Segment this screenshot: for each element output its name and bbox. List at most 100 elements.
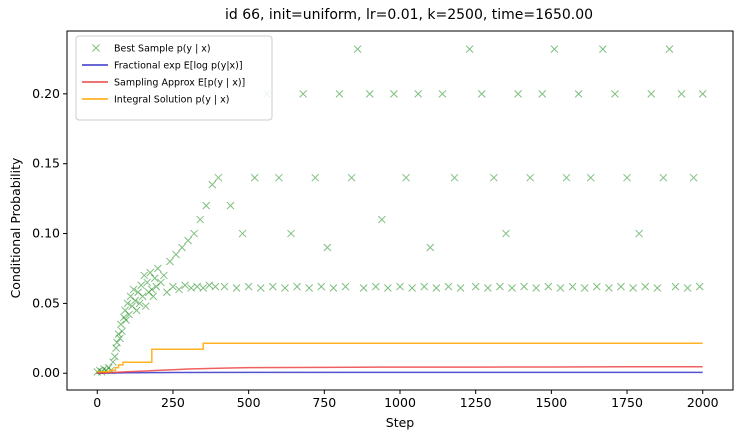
- scatter-point: [659, 173, 668, 182]
- x-axis: 0 250 500 750 1000 1250 1500 1750 2000: [93, 390, 719, 410]
- scatter-point: [496, 282, 504, 291]
- scatter-point: [653, 284, 662, 292]
- scatter-point: [514, 90, 522, 98]
- scatter-point: [384, 284, 392, 292]
- scatter-point: [483, 284, 492, 292]
- scatter-point: [698, 90, 707, 98]
- scatter-point: [232, 284, 241, 292]
- scatter-point: [580, 284, 589, 292]
- x-tick-label: 1000: [384, 395, 416, 410]
- x-tick-label: 1750: [611, 395, 643, 410]
- scatter-point: [465, 45, 474, 54]
- scatter-point: [414, 90, 423, 98]
- scatter-point: [169, 282, 177, 291]
- scatter-point: [122, 316, 130, 325]
- scatter-point: [402, 173, 410, 182]
- scatter-point: [117, 320, 125, 329]
- y-axis: 0.00 0.05 0.10 0.15 0.20: [32, 86, 67, 380]
- scatter-point: [520, 282, 528, 291]
- scatter-point: [623, 173, 631, 182]
- scatter-point: [611, 90, 619, 98]
- scatter-point: [359, 284, 368, 292]
- scatter-point: [123, 299, 132, 308]
- x-tick-label: 2000: [687, 395, 719, 410]
- scatter-point: [556, 284, 565, 292]
- scatter-point: [598, 45, 607, 54]
- legend-label: Sampling Approx E[p(y | x)]: [114, 78, 245, 89]
- scatter-point: [293, 282, 301, 291]
- scatter-point: [390, 90, 398, 98]
- scatter-point: [141, 302, 150, 311]
- scatter-point: [311, 173, 320, 182]
- scatter-point: [178, 243, 186, 252]
- chart-marks: [93, 45, 707, 376]
- x-tick-label: 1250: [460, 395, 492, 410]
- scatter-point: [544, 282, 553, 291]
- y-tick-label: 0.00: [32, 365, 60, 380]
- scatter-point: [471, 282, 480, 291]
- scatter-point: [438, 90, 447, 98]
- scatter-point: [592, 282, 601, 291]
- legend-label: Best Sample p(y | x): [114, 44, 211, 55]
- scatter-point: [175, 285, 183, 294]
- scatter-point: [211, 282, 220, 291]
- x-tick-label: 500: [237, 395, 261, 410]
- scatter-point: [502, 229, 510, 238]
- scatter-point: [184, 236, 192, 245]
- scatter-point: [508, 284, 516, 292]
- scatter-point: [299, 90, 307, 98]
- scatter-point: [150, 274, 159, 283]
- x-tick-label: 1500: [535, 395, 567, 410]
- scatter-point: [665, 45, 674, 54]
- scatter-point: [140, 271, 149, 280]
- y-tick-label: 0.10: [32, 226, 60, 241]
- scatter-point: [135, 299, 144, 308]
- scatter-point: [153, 264, 162, 273]
- scatter-point: [586, 173, 595, 182]
- y-tick-label: 0.05: [32, 295, 60, 310]
- scatter-point: [116, 334, 124, 343]
- scatter-point: [109, 358, 117, 366]
- scatter-point: [371, 282, 380, 291]
- scatter-point: [432, 284, 441, 292]
- scatter-point: [347, 173, 356, 182]
- scatter-point: [131, 296, 139, 305]
- scatter-point: [568, 282, 577, 291]
- scatter-point: [689, 173, 698, 182]
- scatter-point: [605, 284, 613, 292]
- scatter-point: [181, 281, 189, 290]
- scatter-point: [574, 90, 583, 98]
- series-line-2: [97, 365, 703, 374]
- scatter-point: [341, 282, 350, 291]
- scatter-point: [226, 201, 235, 210]
- scatter-point: [114, 330, 123, 338]
- scatter-point: [396, 282, 404, 291]
- scatter-point: [450, 173, 459, 182]
- scatter-point: [335, 90, 344, 98]
- scatter-point: [641, 282, 650, 291]
- x-axis-label: Step: [386, 415, 415, 430]
- y-tick-label: 0.20: [32, 86, 60, 101]
- scatter-point: [671, 282, 680, 291]
- scatter-point: [147, 285, 156, 294]
- legend: Best Sample p(y | x) Fractional exp E[log…: [75, 35, 273, 121]
- scatter-point: [156, 278, 165, 287]
- scatter-point: [113, 338, 121, 347]
- y-tick-label: 0.15: [32, 156, 60, 171]
- scatter-point: [143, 278, 152, 287]
- scatter-point: [305, 284, 314, 292]
- scatter-point: [635, 229, 644, 238]
- y-axis-label: Conditional Probability: [8, 157, 23, 298]
- scatter-point: [353, 45, 362, 54]
- scatter-point: [677, 90, 686, 98]
- scatter-point: [214, 173, 223, 182]
- scatter-point: [256, 284, 265, 292]
- legend-box: [75, 35, 273, 121]
- scatter-point: [444, 282, 453, 291]
- scatter-point: [323, 243, 332, 252]
- scatter-point: [205, 281, 214, 290]
- scatter-point: [129, 285, 138, 294]
- scatter-point: [202, 201, 211, 210]
- scatter-point: [118, 327, 126, 336]
